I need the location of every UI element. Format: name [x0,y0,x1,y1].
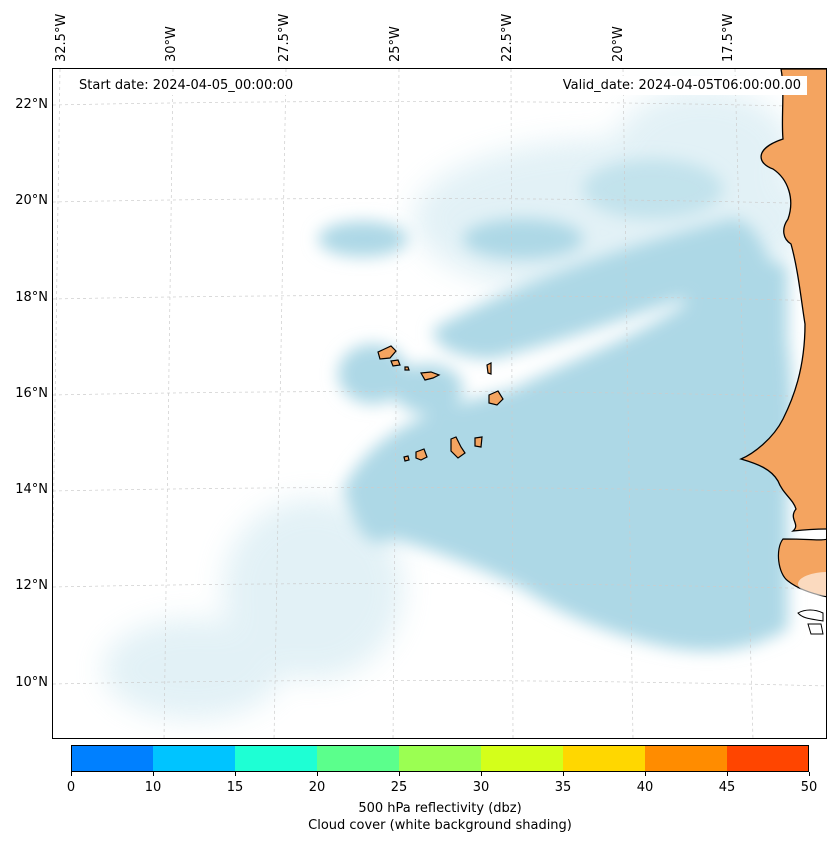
africa-coastline [739,69,826,635]
lat-label-10n: 10°N [15,675,48,690]
colorbar-tick-label: 15 [226,780,244,795]
colorbar-tick-label: 35 [554,780,572,795]
colorbar-tickmark [71,772,72,776]
lat-label-16n: 16°N [15,386,48,401]
cloud-cover [318,159,793,652]
cape-verde-islands [377,345,504,462]
lon-label-27-5w: 27.5°W [277,13,292,62]
graticule [53,69,826,738]
colorbar-segment [153,745,236,772]
colorbar-tick-label: 45 [718,780,736,795]
map-panel[interactable] [52,68,827,739]
lat-label-14n: 14°N [15,482,48,497]
colorbar-label: 500 hPa reflectivity (dbz) [358,801,522,816]
colorbar-tickmark [153,772,154,776]
colorbar-segment [727,745,809,772]
colorbar-tickmark [563,772,564,776]
lon-label-25w: 25°W [388,26,403,62]
colorbar-tick-label: 40 [636,780,654,795]
colorbar-segment [235,745,318,772]
colorbar-tickmark [727,772,728,776]
colorbar-tick-label: 30 [472,780,490,795]
colorbar-segment [563,745,646,772]
reflectivity-colorbar [71,745,809,772]
map-canvas [53,69,826,738]
colorbar-sublabel: Cloud cover (white background shading) [308,818,572,833]
lon-label-22-5w: 22.5°W [500,13,515,62]
colorbar-segment [317,745,400,772]
colorbar-tick-label: 20 [308,780,326,795]
valid-date-label: Valid_date: 2024-04-05T06:00:00.00 [556,76,807,95]
lat-label-22n: 22°N [15,97,48,112]
lat-label-20n: 20°N [15,193,48,208]
colorbar-segment [481,745,564,772]
colorbar-tickmark [399,772,400,776]
colorbar-tickmark [809,772,810,776]
lon-label-20w: 20°W [611,26,626,62]
lat-label-18n: 18°N [15,290,48,305]
colorbar-tick-label: 10 [144,780,162,795]
colorbar-tick-label: 0 [66,780,76,795]
lon-label-32-5w: 32.5°W [54,13,69,62]
colorbar-tickmark [645,772,646,776]
colorbar-tickmark [235,772,236,776]
lon-label-17-5w: 17.5°W [721,13,736,62]
colorbar-segment [399,745,482,772]
colorbar-segment [645,745,728,772]
start-date-label: Start date: 2024-04-05_00:00:00 [73,76,300,95]
lon-label-30w: 30°W [164,26,179,62]
lat-label-12n: 12°N [15,578,48,593]
colorbar-tickmark [317,772,318,776]
colorbar-tick-label: 25 [390,780,408,795]
colorbar-tick-label: 50 [800,780,818,795]
colorbar-segment [71,745,154,772]
colorbar-tickmark [481,772,482,776]
